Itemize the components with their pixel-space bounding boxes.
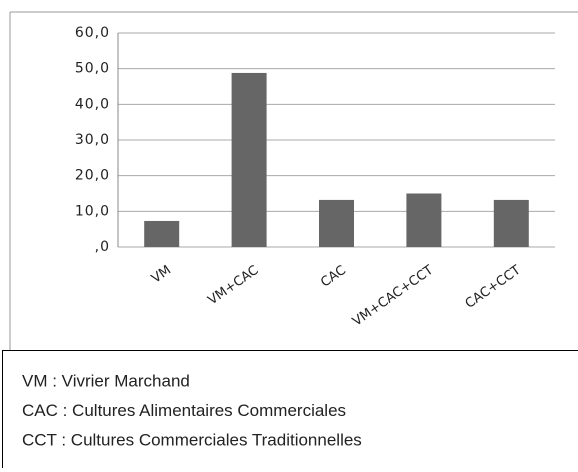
bar xyxy=(494,200,529,247)
y-tick-label: 50,0 xyxy=(75,61,110,77)
y-tick-label: 20,0 xyxy=(75,168,110,184)
y-tick-label: ,0 xyxy=(95,239,110,255)
note: VM : Vivrier Marchand xyxy=(22,371,190,390)
y-tick-label: 40,0 xyxy=(75,96,110,112)
note: CAC : Cultures Alimentaires Commerciales xyxy=(22,401,346,420)
x-tick-label: VM+CAC+CCT xyxy=(350,263,436,330)
bar xyxy=(232,73,267,247)
x-tick-label: CAC xyxy=(318,263,349,291)
y-tick-label: 30,0 xyxy=(75,132,110,148)
x-tick-label: CAC+CCT xyxy=(463,263,524,312)
bar xyxy=(406,194,441,248)
y-tick-label: 60,0 xyxy=(75,25,110,41)
note: CCT : Cultures Commerciales Traditionnel… xyxy=(22,430,362,449)
y-tick-label: 10,0 xyxy=(75,203,110,219)
x-tick-label: VM xyxy=(149,263,174,287)
bar xyxy=(144,221,179,247)
x-tick-label: VM+CAC xyxy=(205,263,261,308)
bar xyxy=(319,200,354,247)
